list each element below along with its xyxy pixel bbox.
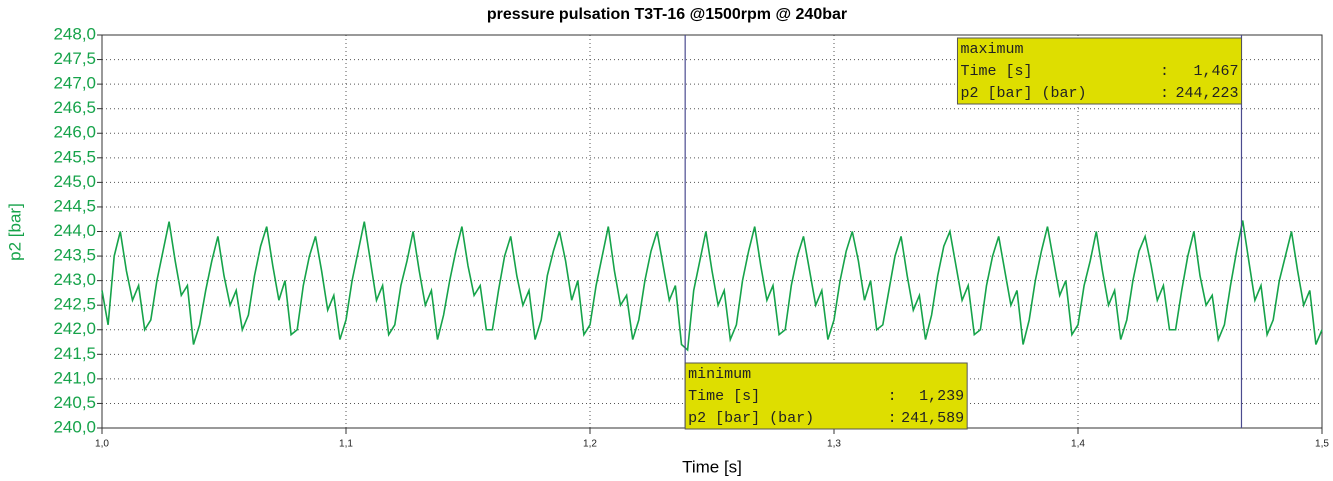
annotation-separator: : (888, 388, 897, 405)
annotation-separator: : (1160, 63, 1169, 80)
y-tick-label: 245,5 (53, 147, 96, 166)
annotation-value: 1,239 (919, 388, 964, 405)
x-tick-label: 1,4 (1071, 439, 1085, 450)
annotation-box: minimum Time [s]: 1,239 p2 [bar] (bar):241,… (684, 362, 968, 430)
annotation-value: 1,467 (1193, 63, 1238, 80)
annotation-name: Time [s] (960, 63, 1032, 80)
y-tick-label: 241,0 (53, 368, 96, 387)
y-tick-label: 245,0 (53, 172, 96, 191)
y-axis-label: p2 [bar] (5, 203, 24, 261)
y-tick-label: 241,5 (53, 344, 96, 363)
annotation-name: p2 [bar] (bar) (960, 85, 1086, 102)
chart-title: pressure pulsation T3T-16 @1500rpm @ 240… (487, 6, 847, 23)
y-tick-label: 244,0 (53, 221, 96, 240)
annotation-title: maximum (960, 41, 1023, 58)
annotation-separator: : (1160, 85, 1169, 102)
annotation-value: 241,589 (901, 410, 964, 427)
annotation-background (684, 362, 968, 430)
x-axis-label: Time [s] (682, 457, 742, 476)
x-tick-label: 1,5 (1315, 439, 1329, 450)
series-line (101, 220, 1323, 352)
y-tick-label: 244,5 (53, 196, 96, 215)
y-tick-label: 247,0 (53, 74, 96, 93)
annotation-value: 244,223 (1175, 85, 1238, 102)
y-tick-label: 242,0 (53, 319, 96, 338)
annotation-name: p2 [bar] (bar) (688, 410, 814, 427)
x-tick-label: 1,1 (339, 439, 353, 450)
y-tick-label: 248,0 (53, 24, 96, 43)
x-tick-label: 1,3 (827, 439, 841, 450)
x-tick-label: 1,2 (583, 439, 597, 450)
x-tick-label: 1,0 (95, 439, 109, 450)
y-tick-label: 242,5 (53, 295, 96, 314)
y-tick-label: 246,0 (53, 123, 96, 142)
annotation-separator: : (888, 410, 897, 427)
y-tick-label: 243,5 (53, 246, 96, 265)
annotation-title: minimum (688, 366, 751, 383)
y-tick-label: 240,5 (53, 393, 96, 412)
annotation-box: maximum Time [s]: 1,467 p2 [bar] (bar):244,… (956, 37, 1242, 105)
y-tick-label: 247,5 (53, 49, 96, 68)
annotation-name: Time [s] (688, 388, 760, 405)
annotation-background (956, 37, 1242, 105)
y-tick-label: 246,5 (53, 98, 96, 117)
y-tick-label: 243,0 (53, 270, 96, 289)
y-tick-label: 240,0 (53, 417, 96, 436)
